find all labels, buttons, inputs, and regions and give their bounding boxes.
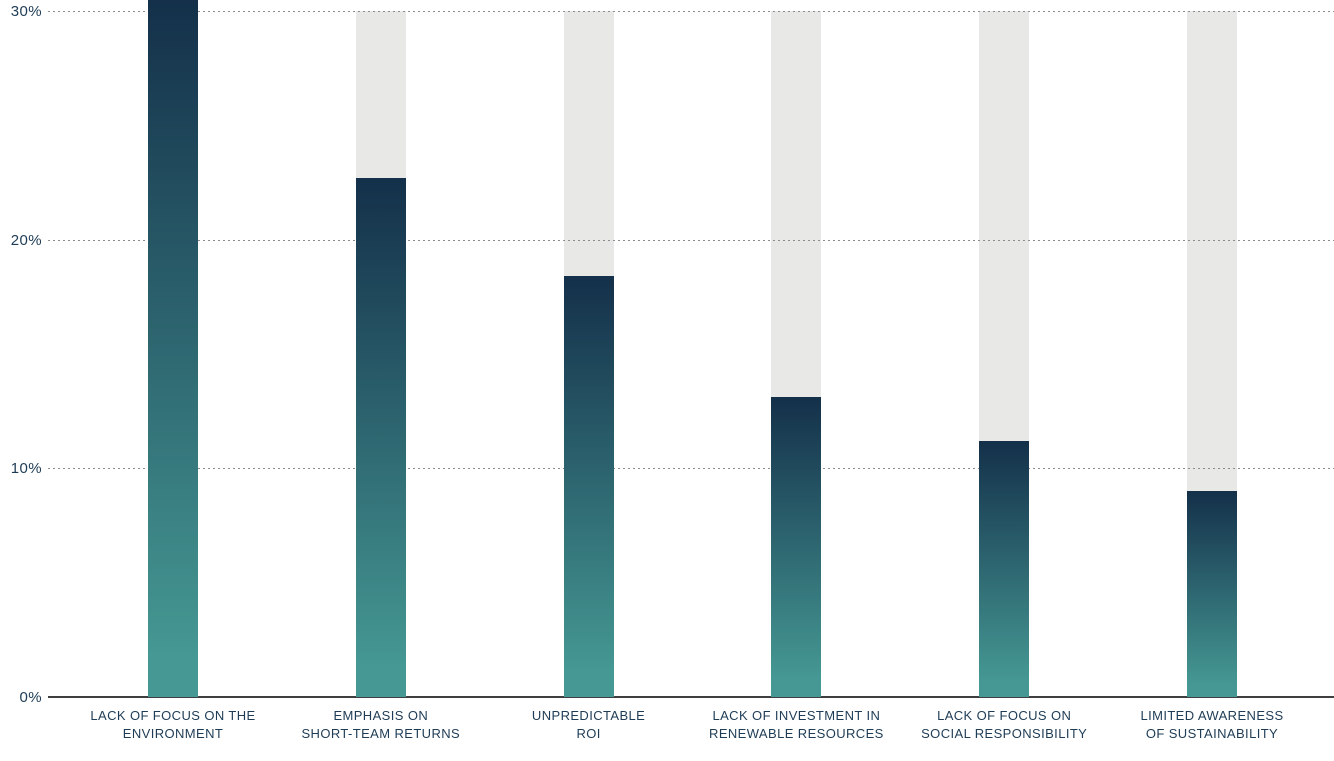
y-tick-label: 30% — [10, 3, 42, 20]
gridline-10 — [48, 468, 1334, 470]
y-tick-label: 0% — [19, 689, 42, 706]
bar — [771, 397, 822, 697]
category-label: LIMITED AWARENESS OF SUSTAINABILITY — [1140, 708, 1284, 741]
category-label: LACK OF FOCUS ON THE ENVIRONMENT — [90, 708, 256, 741]
bar — [355, 177, 406, 697]
y-tick-label: 10% — [10, 460, 42, 478]
bar — [979, 440, 1030, 697]
category-label: UNPREDICTABLE ROI — [531, 708, 646, 741]
gridline-30 — [48, 11, 1334, 12]
y-tick-label: 20% — [10, 231, 42, 249]
bar — [148, 0, 198, 697]
x-axis-line — [48, 696, 1334, 698]
bar — [1187, 491, 1237, 697]
category-label: EMPHASIS ON SHORT-TEAM RETURNS — [301, 708, 461, 741]
category-label: LACK OF INVESTMENT IN RENEWABLE RESOURCE… — [709, 708, 884, 741]
bar — [563, 276, 614, 697]
category-label: LACK OF FOCUS ON SOCIAL RESPONSIBILITY — [921, 708, 1088, 741]
gridline-20 — [48, 239, 1334, 241]
